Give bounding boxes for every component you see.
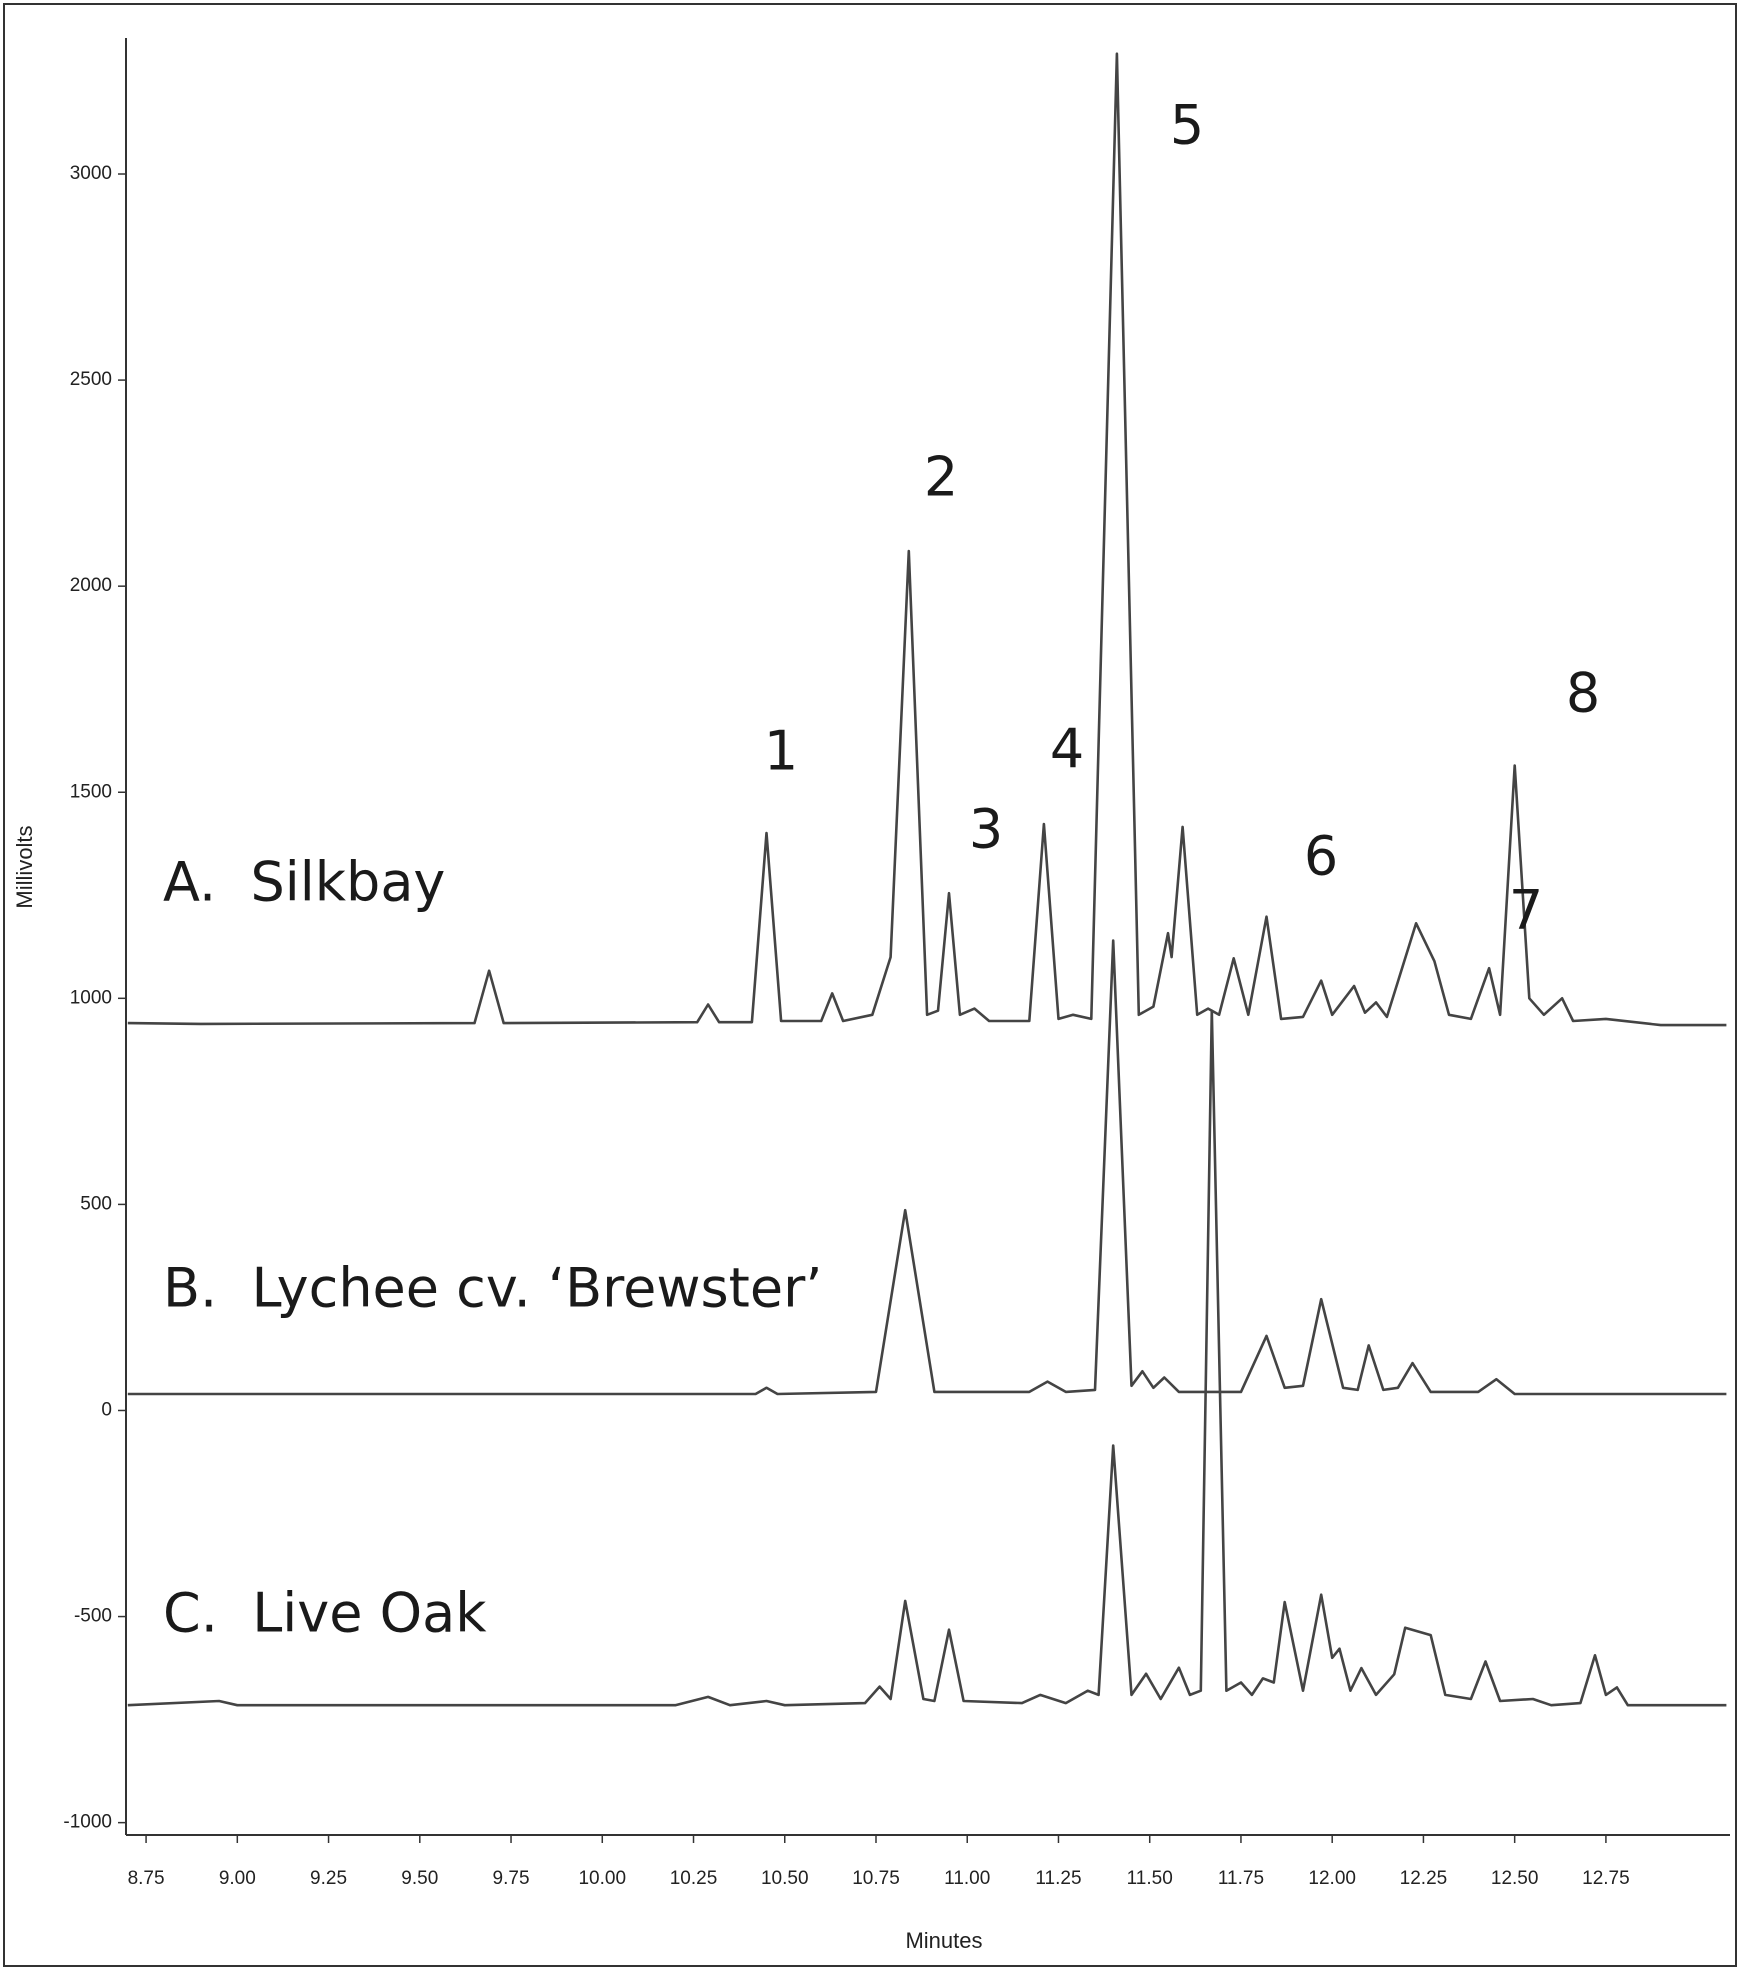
y-tick-label: 1500 <box>70 781 112 802</box>
x-tick-label: 12.75 <box>1582 1868 1630 1889</box>
trace-line <box>127 1009 1727 1707</box>
y-tick-label: -500 <box>74 1606 112 1627</box>
trace-label: B. Lychee cv. ‘Brewster’ <box>163 1257 822 1320</box>
peak-label: 5 <box>1170 94 1204 157</box>
x-tick-label: 10.75 <box>852 1868 900 1889</box>
y-tick-label: 2500 <box>70 369 112 390</box>
x-tick-label: 12.25 <box>1400 1868 1448 1889</box>
x-tick-label: 10.00 <box>578 1868 626 1889</box>
peak-label: 4 <box>1050 718 1084 781</box>
trace-label: A. Silkbay <box>163 851 445 914</box>
trace-label: C. Live Oak <box>163 1582 487 1645</box>
x-tick-label: 11.75 <box>1218 1868 1264 1889</box>
x-tick-label: 9.25 <box>310 1868 347 1889</box>
y-tick-label: 0 <box>101 1399 112 1420</box>
trace-line <box>127 939 1727 1396</box>
peak-label: 3 <box>969 798 1003 861</box>
x-tick-label: 8.75 <box>128 1868 165 1889</box>
y-tick-label: 3000 <box>70 163 112 184</box>
y-tick-label: 500 <box>80 1193 112 1214</box>
x-tick-label: 11.00 <box>944 1868 990 1889</box>
trace-line <box>127 52 1727 1027</box>
x-tick-label: 10.50 <box>761 1868 809 1889</box>
y-tick-label: 2000 <box>70 575 112 596</box>
x-tick-label: 9.50 <box>401 1868 438 1889</box>
x-tick-label: 9.75 <box>493 1868 530 1889</box>
x-axis-title: Minutes <box>905 1928 982 1953</box>
peak-label: 2 <box>924 446 958 509</box>
peak-label: 6 <box>1304 825 1338 888</box>
peak-label: 7 <box>1509 879 1543 942</box>
x-tick-label: 12.50 <box>1491 1868 1539 1889</box>
x-tick-label: 11.50 <box>1127 1868 1173 1889</box>
y-axis-title: Millivolts <box>12 825 37 908</box>
y-tick-label: 1000 <box>70 987 112 1008</box>
peak-label: 1 <box>764 720 798 783</box>
x-tick-label: 12.00 <box>1308 1868 1356 1889</box>
x-tick-label: 11.25 <box>1035 1868 1081 1889</box>
y-tick-label: -1000 <box>63 1812 112 1833</box>
peak-label: 8 <box>1566 662 1600 725</box>
x-tick-label: 9.00 <box>219 1868 256 1889</box>
x-tick-label: 10.25 <box>670 1868 718 1889</box>
frame <box>3 3 1737 1967</box>
